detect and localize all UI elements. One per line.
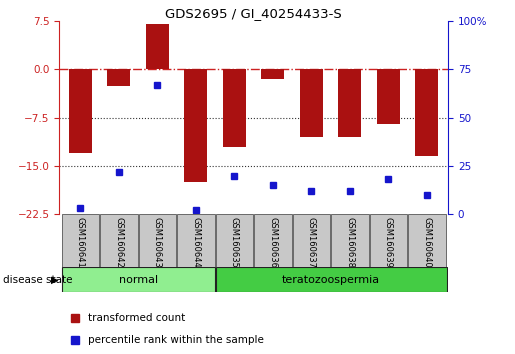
Text: GSM160635: GSM160635 [230, 217, 239, 268]
Bar [184, 69, 208, 182]
Bar [293, 214, 330, 267]
Text: GSM160639: GSM160639 [384, 217, 393, 268]
Bar [100, 214, 138, 267]
Text: GSM160640: GSM160640 [422, 217, 432, 268]
Bar [377, 69, 400, 124]
Bar [254, 214, 291, 267]
Text: transformed count: transformed count [89, 313, 185, 323]
Text: percentile rank within the sample: percentile rank within the sample [89, 335, 264, 345]
Bar [415, 69, 438, 156]
Text: teratozoospermia: teratozoospermia [282, 275, 380, 285]
Bar [261, 69, 284, 79]
Bar [146, 24, 169, 69]
Bar [69, 69, 92, 153]
Text: disease state: disease state [3, 275, 72, 285]
Bar [408, 214, 445, 267]
Text: GSM160644: GSM160644 [192, 217, 200, 268]
Text: GSM160638: GSM160638 [346, 217, 354, 268]
Bar [177, 214, 215, 267]
Bar [216, 214, 253, 267]
Bar [370, 214, 407, 267]
Bar [338, 69, 362, 137]
Text: GSM160637: GSM160637 [307, 217, 316, 268]
Bar [223, 69, 246, 147]
Bar [61, 267, 215, 292]
Text: GSM160636: GSM160636 [268, 217, 278, 268]
Bar [331, 214, 369, 267]
Bar [215, 267, 447, 292]
Bar [139, 214, 176, 267]
Text: GSM160641: GSM160641 [76, 217, 85, 268]
Bar [107, 69, 130, 86]
Bar [62, 214, 99, 267]
Text: GSM160643: GSM160643 [153, 217, 162, 268]
Text: normal: normal [118, 275, 158, 285]
Bar [300, 69, 323, 137]
Text: GSM160642: GSM160642 [114, 217, 124, 268]
Title: GDS2695 / GI_40254433-S: GDS2695 / GI_40254433-S [165, 7, 342, 20]
Text: ▶: ▶ [50, 275, 58, 285]
